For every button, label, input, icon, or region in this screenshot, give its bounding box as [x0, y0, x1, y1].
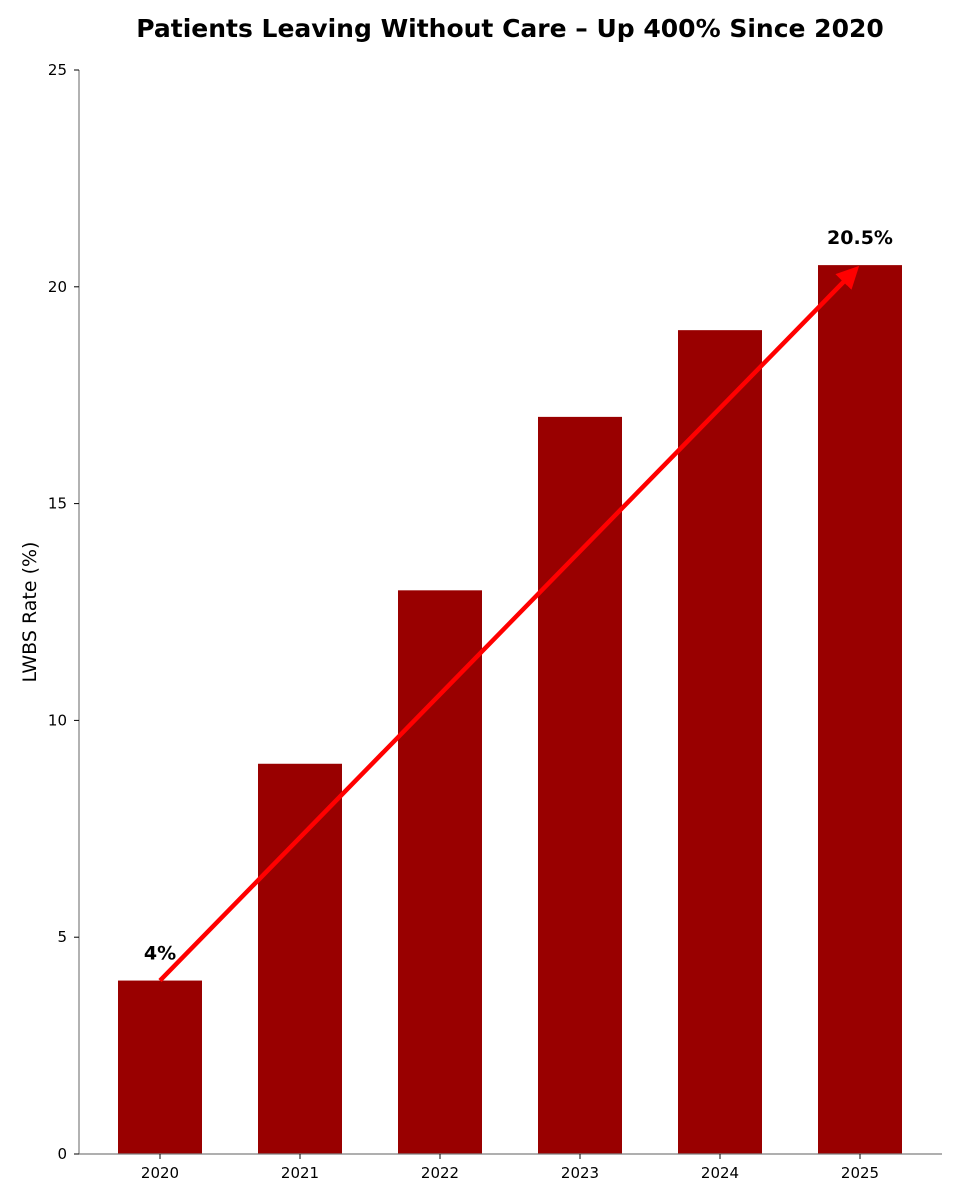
annotation-2020: 4% — [144, 943, 176, 965]
bar-2022 — [398, 590, 482, 1154]
bar-2021 — [258, 763, 342, 1154]
x-tick-label-2020: 2020 — [141, 1164, 179, 1182]
y-tick-label-15: 15 — [48, 495, 67, 513]
y-tick-label-20: 20 — [48, 278, 67, 296]
bar-2025 — [818, 265, 902, 1154]
y-axis-label: LWBS Rate (%) — [19, 542, 41, 683]
x-tick-label-2024: 2024 — [701, 1164, 739, 1182]
y-tick-label-0: 0 — [57, 1145, 67, 1163]
x-tick-label-2023: 2023 — [561, 1164, 599, 1182]
y-tick-label-5: 5 — [57, 928, 67, 946]
annotation-2025: 20.5% — [827, 227, 893, 249]
bar-2020 — [118, 980, 202, 1154]
y-tick-label-10: 10 — [48, 711, 67, 729]
bar-2023 — [538, 416, 622, 1154]
y-tick-label-25: 25 — [48, 61, 67, 79]
chart-title: Patients Leaving Without Care – Up 400% … — [136, 14, 884, 43]
bars-layer — [118, 265, 902, 1154]
annotations-layer: 4% 20.5% — [144, 227, 893, 964]
x-tick-label-2025: 2025 — [841, 1164, 879, 1182]
x-tick-label-2021: 2021 — [281, 1164, 319, 1182]
trend-arrow — [158, 265, 860, 983]
axes-layer — [78, 70, 942, 1155]
trend-arrow-layer — [158, 265, 860, 983]
x-tick-label-2022: 2022 — [421, 1164, 459, 1182]
bar-2024 — [678, 330, 762, 1154]
